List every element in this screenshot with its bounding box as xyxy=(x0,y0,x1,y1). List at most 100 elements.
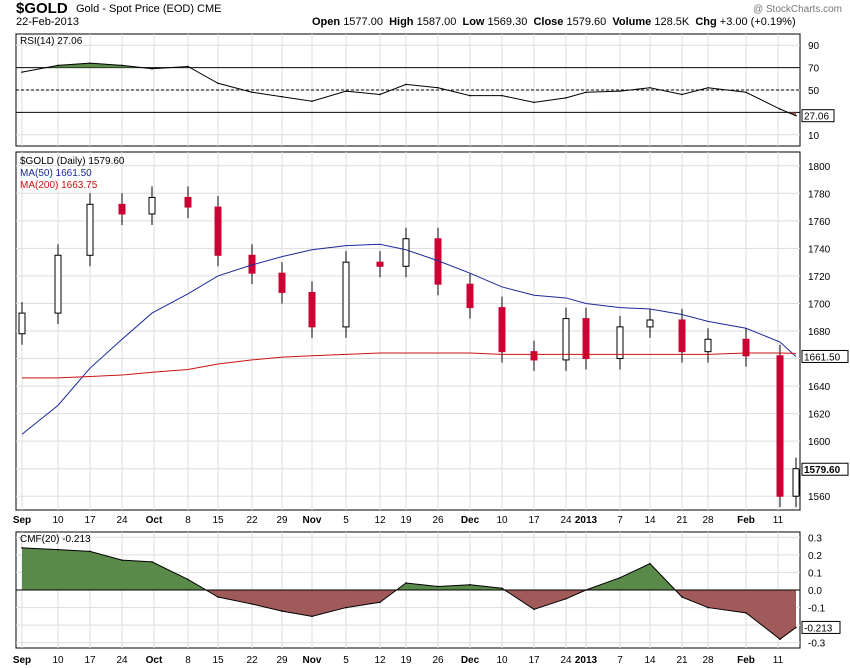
y-tick-label: 1620 xyxy=(808,410,831,421)
close-flag xyxy=(801,462,849,476)
high-label: High xyxy=(389,16,414,28)
ma50-line xyxy=(21,243,797,435)
ma200-legend: MA(200) 1663.75 xyxy=(20,180,98,191)
cmf-point xyxy=(707,606,709,609)
date-tick-label: 22 xyxy=(246,515,258,526)
chart-date: 22-Feb-2013 xyxy=(16,16,79,28)
chg-label: Chg xyxy=(695,16,717,28)
candle-body xyxy=(54,254,62,314)
ma-flag xyxy=(801,349,849,363)
candle-body xyxy=(704,338,712,353)
close-value: 1579.60 xyxy=(566,16,607,28)
rsi-current-value: 27.06 xyxy=(804,112,829,123)
volume-value: 128.5K xyxy=(654,16,690,28)
y-tick-label: 50 xyxy=(808,86,820,97)
cmf-point xyxy=(187,578,189,581)
cmf-point xyxy=(619,576,621,579)
candle-body xyxy=(562,318,570,361)
rsi-point xyxy=(89,62,91,64)
cmf-legend: CMF(20) -0.213 xyxy=(20,534,91,545)
cmf-point xyxy=(151,561,153,563)
date-tick-label: 11 xyxy=(773,655,784,666)
y-tick-label: 1760 xyxy=(808,217,831,228)
close-flag-value: 1579.60 xyxy=(804,465,841,476)
cmf-point xyxy=(379,601,381,604)
chg-value: +3.00 (+0.19%) xyxy=(719,16,796,28)
cmf-point xyxy=(681,596,683,598)
date-tick-label: 17 xyxy=(528,515,540,526)
rsi-point xyxy=(311,100,313,102)
rsi-point xyxy=(21,71,23,73)
candle-body xyxy=(86,203,94,256)
date-tick-label: Sep xyxy=(13,655,31,666)
rsi-point xyxy=(437,86,439,89)
cmf-point xyxy=(533,608,535,611)
date-tick-label: 8 xyxy=(185,515,191,526)
date-tick-label: 11 xyxy=(773,515,784,526)
candle-body xyxy=(18,312,26,335)
cmf-current-value: -0.213 xyxy=(804,623,833,634)
rsi-point xyxy=(187,65,189,68)
date-tick-label: 5 xyxy=(343,655,349,666)
date-axis-lower: Sep 10 17 24 Oct 8 15 22 29 Nov 5 12 19 26 Dec 10 17 24 20… xyxy=(13,655,784,666)
date-tick-label: 12 xyxy=(374,515,386,526)
rsi-current-flag xyxy=(801,109,835,123)
y-tick-label: 70 xyxy=(808,64,820,75)
rsi-point xyxy=(619,90,621,92)
high-value: 1587.00 xyxy=(416,16,457,28)
date-tick-label: 24 xyxy=(560,515,572,526)
price-legend: $GOLD (Daily) 1579.60 xyxy=(20,156,125,167)
chart-symbol: $GOLD xyxy=(16,0,68,17)
cmf-point xyxy=(217,596,219,598)
rsi-point xyxy=(779,108,781,110)
y-tick-label: 0.0 xyxy=(808,586,822,597)
date-tick-label: 17 xyxy=(528,655,540,666)
date-tick-label: Feb xyxy=(737,655,755,666)
candle-body xyxy=(278,272,286,293)
exchange-text: CME xyxy=(197,3,222,15)
cmf-point xyxy=(89,550,91,553)
y-tick-label: 1640 xyxy=(808,382,831,393)
y-tick-label: 0.1 xyxy=(808,568,822,579)
ma-flag-value: 1661.50 xyxy=(804,352,841,363)
candle-body xyxy=(646,319,654,328)
cmf-point xyxy=(345,606,347,609)
low-value: 1569.30 xyxy=(487,16,528,28)
y-tick-label: 1800 xyxy=(808,162,831,173)
cmf-point xyxy=(281,610,283,612)
candle-body xyxy=(184,196,192,208)
date-tick-label: 15 xyxy=(212,655,224,666)
candle-body xyxy=(376,261,384,267)
cmf-point xyxy=(437,585,439,588)
candle-body xyxy=(214,206,222,256)
date-tick-label: 24 xyxy=(560,655,572,666)
candle-body xyxy=(582,318,590,360)
y-tick-label: 1740 xyxy=(808,244,831,255)
date-tick-label: 22 xyxy=(246,655,258,666)
candle-body xyxy=(498,307,506,353)
date-tick-label: 28 xyxy=(702,655,714,666)
date-tick-label: 10 xyxy=(496,515,508,526)
cmf-positive-fill xyxy=(22,547,796,590)
date-tick-label: 10 xyxy=(52,655,64,666)
y-tick-label: 1560 xyxy=(808,492,831,503)
candle-body xyxy=(148,196,156,215)
open-label: Open xyxy=(312,16,341,28)
candle-body xyxy=(402,238,410,267)
date-tick-label: 26 xyxy=(432,655,444,666)
date-tick-label: 24 xyxy=(116,655,128,666)
rsi-point xyxy=(707,86,709,89)
date-tick-label: Feb xyxy=(737,515,755,526)
date-tick-label: 2013 xyxy=(575,655,598,666)
date-tick-label: 7 xyxy=(617,515,623,526)
volume-label: Volume xyxy=(612,16,652,28)
ma200-line xyxy=(22,352,797,379)
rsi-point xyxy=(469,94,471,97)
date-tick-label: 26 xyxy=(432,515,444,526)
rsi-point xyxy=(281,95,283,98)
candle-body xyxy=(792,468,800,497)
date-tick-label: 24 xyxy=(116,515,128,526)
candle-body xyxy=(616,326,624,360)
